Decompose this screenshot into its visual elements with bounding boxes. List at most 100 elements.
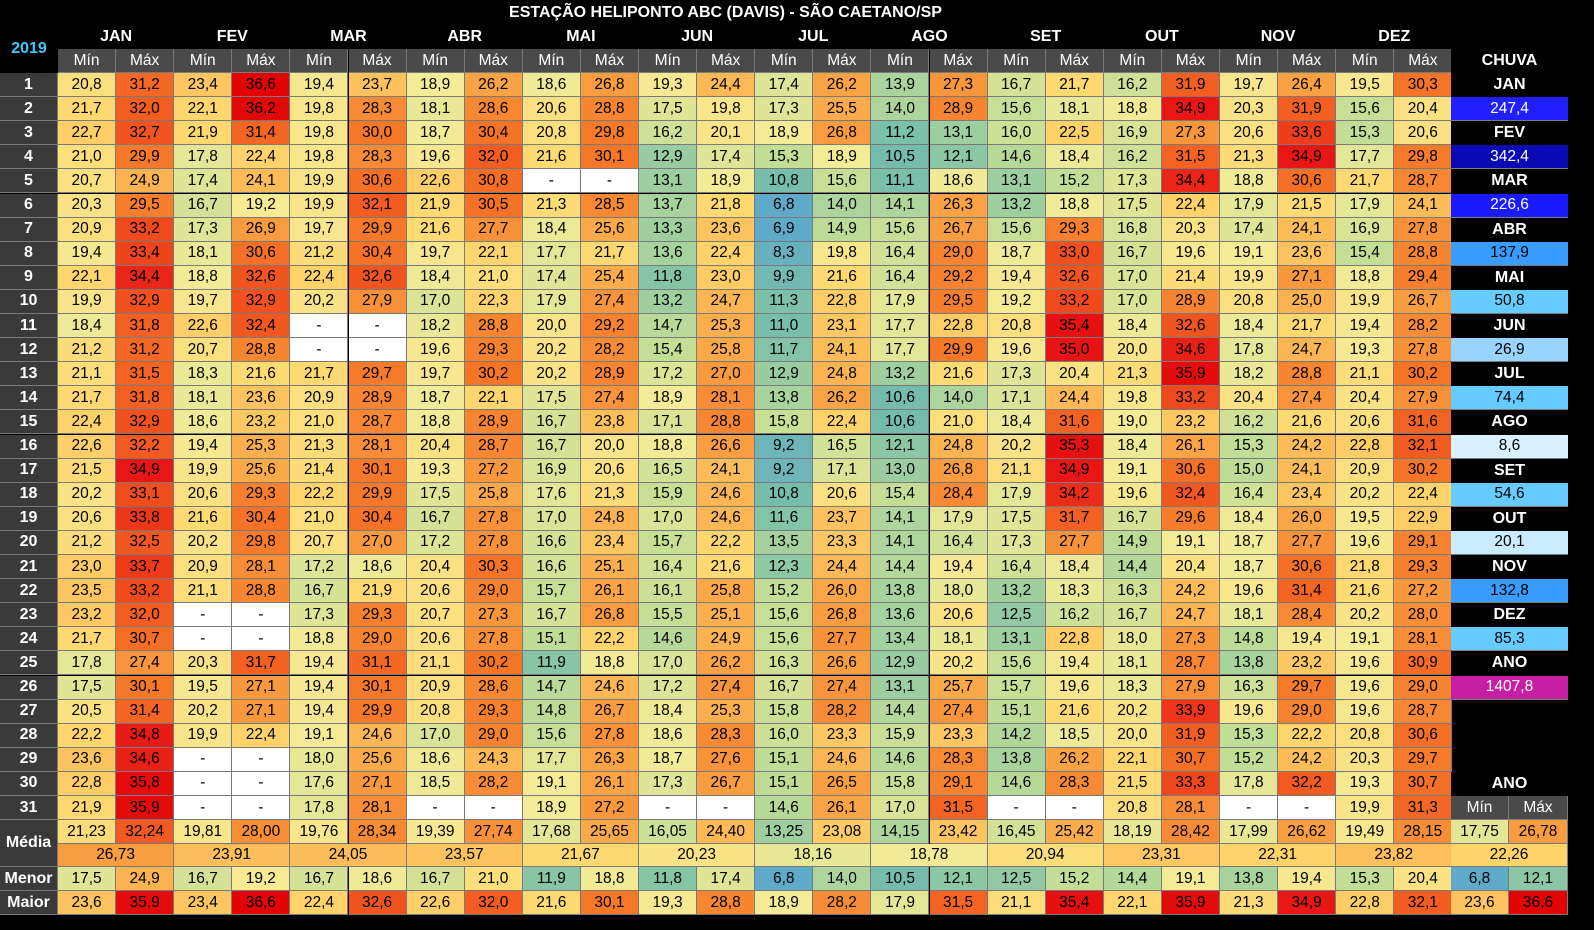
temp-min-cell[interactable]: 16,9 [1336, 217, 1395, 242]
temp-min-cell[interactable]: 20,7 [58, 169, 117, 194]
temp-max-cell[interactable]: 27,8 [464, 530, 523, 555]
temp-min-cell[interactable]: 22,6 [174, 314, 233, 339]
temp-max-cell[interactable]: 26,1 [1161, 434, 1220, 459]
temp-min-cell[interactable]: 15,8 [755, 699, 814, 724]
temp-max-cell[interactable]: 34,6 [116, 747, 175, 772]
temp-max-cell[interactable]: 31,7 [1045, 506, 1104, 531]
temp-max-cell[interactable]: - [580, 169, 639, 194]
temp-min-cell[interactable]: 14,6 [755, 796, 814, 821]
temp-max-cell[interactable]: 31,4 [232, 121, 291, 146]
temp-min-cell[interactable]: 21,1 [174, 579, 233, 604]
temp-max-cell[interactable]: 28,3 [929, 747, 988, 772]
temp-max-cell[interactable]: 30,5 [464, 193, 523, 218]
temp-max-cell[interactable]: 33,2 [116, 217, 175, 242]
temp-max-cell[interactable]: 25,3 [697, 699, 756, 724]
temp-min-cell[interactable]: 20,2 [1103, 699, 1162, 724]
temp-max-cell[interactable]: 32,6 [1045, 265, 1104, 290]
temp-max-cell[interactable]: 28,8 [232, 338, 291, 363]
temp-max-cell[interactable]: 26,8 [580, 73, 639, 98]
temp-max-cell[interactable]: 27,1 [348, 771, 407, 796]
temp-max-cell[interactable]: 18,5 [1045, 723, 1104, 748]
temp-max-cell[interactable]: 21,6 [813, 265, 872, 290]
temp-min-cell[interactable]: 20,6 [1336, 410, 1395, 435]
temp-max-cell[interactable]: - [232, 603, 291, 628]
temp-max-cell[interactable]: 29,3 [348, 603, 407, 628]
temp-min-cell[interactable]: 21,1 [58, 362, 117, 387]
temp-min-cell[interactable]: 16,8 [1103, 217, 1162, 242]
temp-max-cell[interactable]: 31,9 [1161, 73, 1220, 98]
temp-max-cell[interactable]: 30,7 [1161, 747, 1220, 772]
temp-max-cell[interactable]: 24,6 [697, 506, 756, 531]
temp-max-cell[interactable]: 22,2 [1278, 723, 1337, 748]
temp-min-cell[interactable]: 20,8 [522, 121, 581, 146]
temp-min-cell[interactable]: 21,6 [522, 145, 581, 170]
media-avg-cell[interactable]: 20,94 [987, 844, 1104, 867]
temp-min-cell[interactable]: 9,9 [755, 265, 814, 290]
media-min-cell[interactable]: 16,45 [987, 820, 1046, 844]
temp-min-cell[interactable]: 17,5 [1103, 193, 1162, 218]
temp-max-cell[interactable]: 28,1 [348, 434, 407, 459]
temp-max-cell[interactable]: 26,8 [813, 121, 872, 146]
temp-min-cell[interactable]: 20,2 [290, 289, 349, 314]
temp-max-cell[interactable]: 27,8 [1394, 217, 1453, 242]
temp-max-cell[interactable]: 28,9 [464, 410, 523, 435]
annual-media-min[interactable]: 17,75 [1451, 820, 1509, 844]
temp-min-cell[interactable]: 21,9 [406, 193, 465, 218]
temp-max-cell[interactable]: 26,7 [580, 699, 639, 724]
temp-min-cell[interactable]: 21,6 [174, 506, 233, 531]
temp-max-cell[interactable]: 30,3 [1394, 73, 1453, 98]
temp-min-cell[interactable]: 16,4 [871, 241, 930, 266]
temp-min-cell[interactable]: 17,5 [987, 506, 1046, 531]
temp-max-cell[interactable]: 21,6 [929, 362, 988, 387]
temp-min-cell[interactable]: 19,4 [290, 651, 349, 676]
temp-min-cell[interactable]: 21,2 [58, 530, 117, 555]
temp-max-cell[interactable]: 30,6 [232, 241, 291, 266]
temp-max-cell[interactable]: 29,9 [348, 217, 407, 242]
maior-max-cell[interactable]: 28,2 [813, 891, 872, 915]
temp-min-cell[interactable]: 15,6 [522, 723, 581, 748]
temp-min-cell[interactable]: 18,4 [522, 217, 581, 242]
temp-max-cell[interactable]: 26,2 [813, 73, 872, 98]
temp-min-cell[interactable]: 19,3 [1336, 338, 1395, 363]
temp-max-cell[interactable]: 28,9 [1161, 289, 1220, 314]
temp-max-cell[interactable]: 23,0 [697, 265, 756, 290]
temp-max-cell[interactable]: 23,2 [1161, 410, 1220, 435]
temp-min-cell[interactable]: 9,2 [755, 458, 814, 483]
temp-min-cell[interactable]: 19,0 [1103, 410, 1162, 435]
temp-max-cell[interactable]: 25,7 [929, 675, 988, 700]
temp-min-cell[interactable]: 19,8 [1103, 386, 1162, 411]
temp-max-cell[interactable]: 18,8 [580, 651, 639, 676]
temp-max-cell[interactable]: 20,4 [1161, 555, 1220, 580]
temp-min-cell[interactable]: 18,4 [1103, 314, 1162, 339]
temp-max-cell[interactable]: 28,5 [580, 193, 639, 218]
rain-value[interactable]: 137,9 [1451, 241, 1568, 266]
temp-max-cell[interactable]: 27,8 [1394, 338, 1453, 363]
media-max-cell[interactable]: 32,24 [116, 820, 175, 844]
temp-max-cell[interactable]: 19,1 [1161, 530, 1220, 555]
temp-min-cell[interactable]: 15,1 [522, 627, 581, 652]
temp-max-cell[interactable]: 29,7 [1278, 675, 1337, 700]
temp-min-cell[interactable]: 20,9 [174, 555, 233, 580]
temp-min-cell[interactable]: 15,1 [755, 747, 814, 772]
temp-max-cell[interactable]: 23,6 [1278, 241, 1337, 266]
temp-min-cell[interactable]: 10,5 [871, 145, 930, 170]
temp-max-cell[interactable]: 28,0 [1394, 603, 1453, 628]
maior-min-cell[interactable]: 17,9 [871, 891, 930, 915]
temp-max-cell[interactable]: 18,6 [929, 169, 988, 194]
temp-max-cell[interactable]: 17,9 [929, 506, 988, 531]
temp-min-cell[interactable]: 18,8 [174, 265, 233, 290]
temp-min-cell[interactable]: 20,6 [58, 506, 117, 531]
temp-max-cell[interactable]: 35,9 [1161, 362, 1220, 387]
temp-max-cell[interactable]: 29,0 [464, 579, 523, 604]
temp-max-cell[interactable]: 22,8 [813, 289, 872, 314]
temp-max-cell[interactable]: 26,6 [697, 434, 756, 459]
temp-max-cell[interactable]: 28,3 [348, 145, 407, 170]
temp-max-cell[interactable]: 19,4 [1278, 627, 1337, 652]
temp-min-cell[interactable]: 19,4 [987, 265, 1046, 290]
temp-min-cell[interactable]: 18,7 [406, 386, 465, 411]
temp-max-cell[interactable]: 28,6 [464, 675, 523, 700]
temp-min-cell[interactable]: 21,3 [1103, 362, 1162, 387]
temp-max-cell[interactable]: 32,1 [348, 193, 407, 218]
temp-min-cell[interactable]: 22,6 [406, 169, 465, 194]
temp-max-cell[interactable]: 30,1 [348, 675, 407, 700]
